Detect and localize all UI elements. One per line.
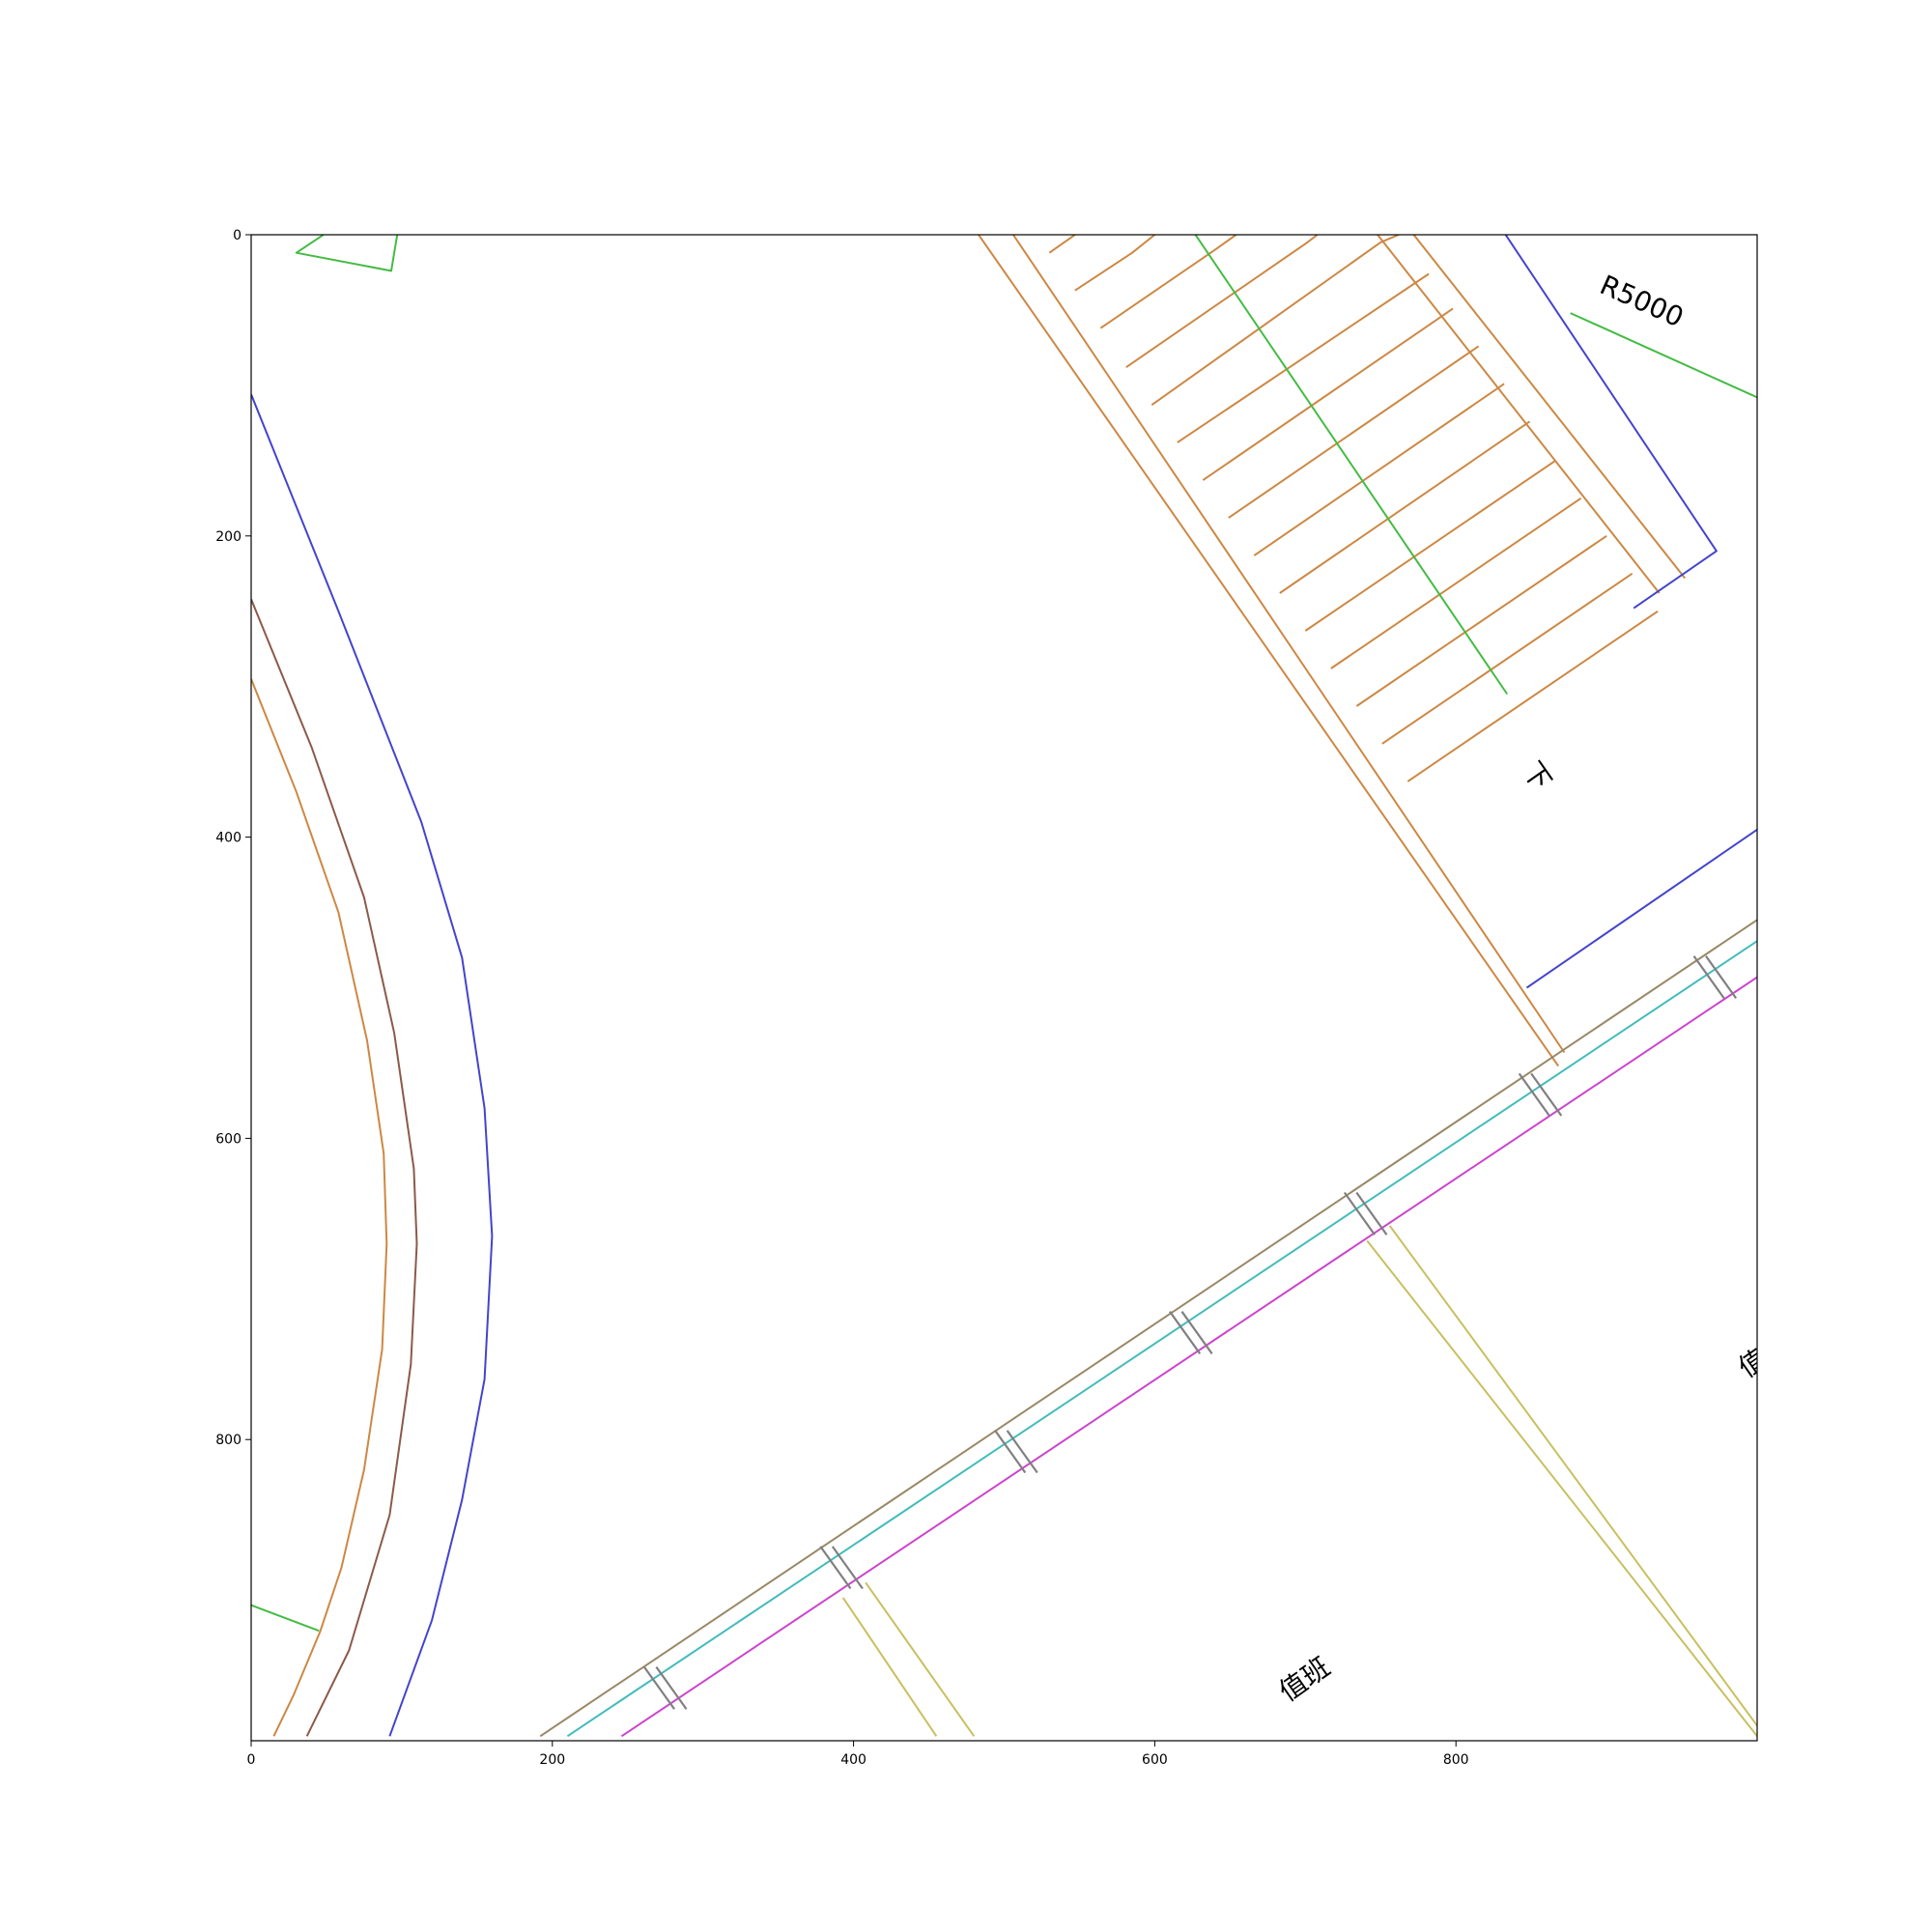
- wall-hatch-mark-3: [1169, 1311, 1213, 1354]
- cad-line-orange-18: [1279, 420, 1531, 594]
- wall-hatch-mark-2: [994, 1430, 1038, 1474]
- cad-line-orange-15: [1202, 307, 1454, 481]
- cad-line-orange-7: [1377, 235, 1661, 594]
- x-axis: 0 200 400 600 800: [247, 1741, 1469, 1768]
- cad-line-yellow-31: [841, 1597, 938, 1737]
- x-tick-label: 600: [1142, 1752, 1168, 1768]
- drawing-layer: [251, 235, 1757, 1738]
- wall-hatch-mark-4: [1343, 1191, 1388, 1236]
- cad-line-green-0: [295, 235, 399, 272]
- cad-line-orange-3: [251, 678, 388, 1737]
- cad-line-orange-19: [1304, 460, 1556, 632]
- y-tick-label: 400: [215, 831, 242, 846]
- cad-line-magenta-30: [620, 976, 1757, 1738]
- wall-hatch-mark-6: [1692, 955, 1738, 1000]
- cad-line-yellow-33: [1366, 1239, 1757, 1737]
- cad-line-yellow-32: [865, 1581, 976, 1737]
- cad-line-orange-12: [1125, 235, 1319, 369]
- cad-line-orange-22: [1381, 572, 1634, 745]
- wall-hatch-mark-1: [819, 1546, 864, 1590]
- x-tick-label: 200: [539, 1752, 565, 1768]
- y-tick-label: 600: [215, 1131, 242, 1147]
- cad-line-blue-27: [1525, 828, 1757, 989]
- plot-background: [251, 235, 1757, 1741]
- cad-line-orange-10: [1074, 235, 1156, 292]
- x-tick-label: 800: [1443, 1752, 1469, 1768]
- cad-line-orange-16: [1228, 345, 1480, 519]
- wall-hatch-mark-0: [643, 1665, 688, 1710]
- cad-line-orange-13: [1151, 235, 1400, 407]
- cad-line-orange-8: [1412, 235, 1686, 580]
- x-tick-label: 0: [247, 1752, 256, 1768]
- cad-line-blue-1: [251, 393, 494, 1737]
- cad-line-green-26: [1570, 312, 1757, 399]
- cad-line-blue-25: [1504, 235, 1718, 610]
- cad-line-orange-20: [1330, 497, 1582, 669]
- cad-line-yellow-34: [1388, 1225, 1757, 1726]
- y-tick-label: 800: [215, 1433, 242, 1448]
- cad-line-orange-21: [1355, 534, 1607, 707]
- cad-line-brown-2: [251, 598, 418, 1737]
- x-tick-label: 400: [840, 1752, 867, 1768]
- cad-line-orange-5: [978, 235, 1560, 1067]
- y-axis: 0 200 400 600 800: [215, 228, 251, 1448]
- cad-line-green-4: [251, 1604, 320, 1633]
- cad-line-orange-6: [1012, 235, 1566, 1054]
- cad-line-orange-23: [1406, 610, 1659, 782]
- plot-frame: [250, 234, 1758, 1742]
- y-tick-label: 200: [215, 529, 242, 545]
- cad-line-orange-9: [1048, 235, 1076, 254]
- cad-line-olive-28: [539, 919, 1757, 1738]
- y-tick-label: 0: [233, 228, 242, 243]
- cad-line-orange-17: [1253, 383, 1505, 556]
- cad-line-green-24: [1194, 235, 1509, 696]
- wall-hatch-mark-5: [1518, 1072, 1563, 1117]
- cad-line-orange-11: [1099, 235, 1237, 329]
- cad-line-orange-14: [1177, 272, 1430, 443]
- cad-line-cyan-29: [566, 940, 1757, 1738]
